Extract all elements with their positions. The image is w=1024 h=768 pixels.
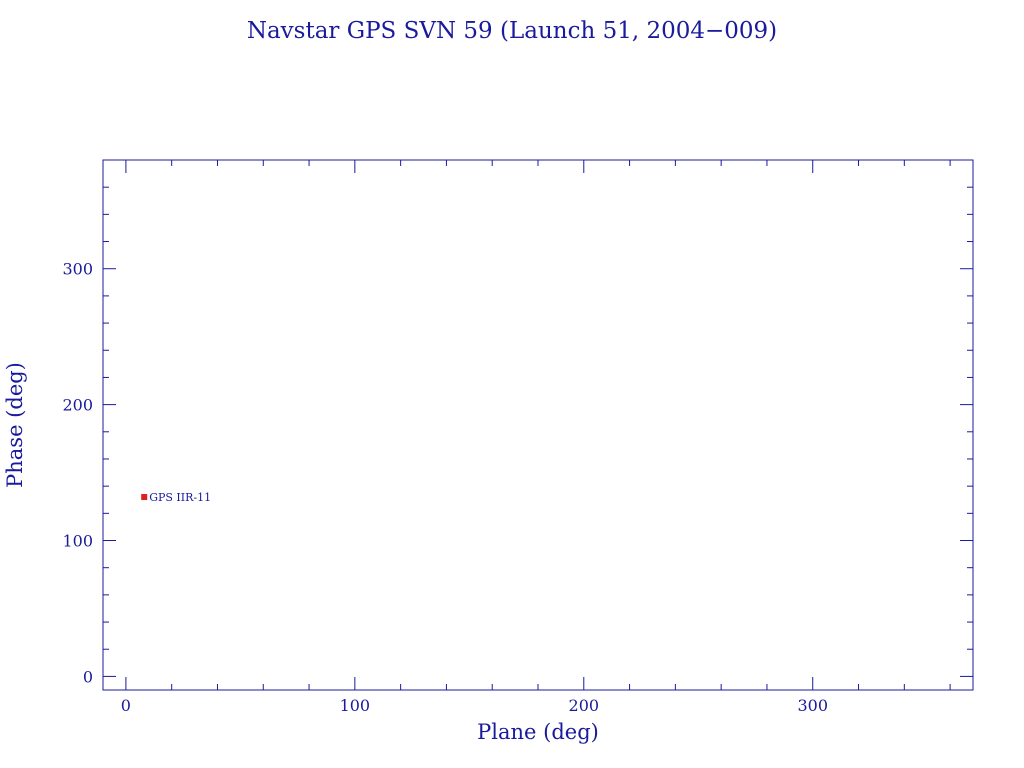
data-point-label: GPS IIR-11 (149, 491, 211, 504)
y-tick-label: 200 (62, 396, 93, 415)
chart-title: Navstar GPS SVN 59 (Launch 51, 2004−009) (247, 18, 777, 44)
x-tick-label: 200 (569, 696, 600, 715)
x-tick-label: 0 (121, 696, 131, 715)
x-tick-label: 300 (797, 696, 828, 715)
data-points: GPS IIR-11 (141, 491, 211, 504)
axis-ticks (103, 159, 973, 690)
axis-tick-labels: 0 100 200 300 0 100 200 300 (62, 260, 828, 715)
data-point (141, 494, 148, 501)
x-axis-label: Plane (deg) (477, 720, 599, 744)
y-axis-label: Phase (deg) (3, 362, 27, 488)
plot-frame (102, 159, 974, 691)
x-tick-label: 100 (340, 696, 371, 715)
y-tick-label: 0 (83, 667, 93, 686)
y-tick-label: 300 (62, 260, 93, 279)
y-tick-label: 100 (62, 532, 93, 551)
